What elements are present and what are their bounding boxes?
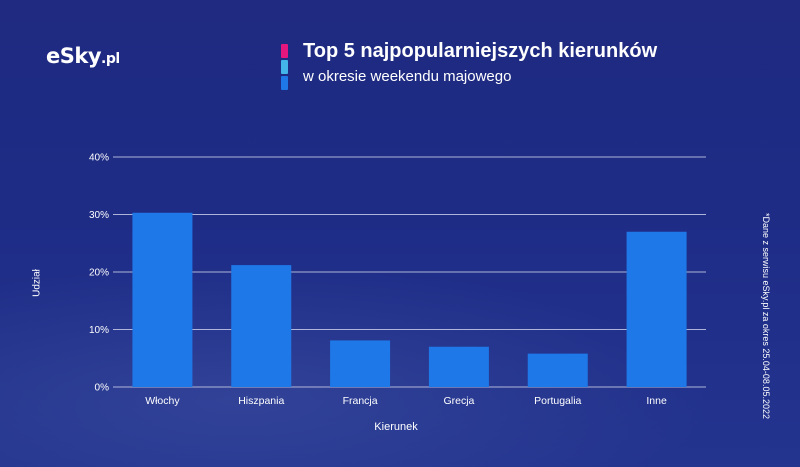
logo-suffix: .pl [101,51,120,67]
bar [231,265,292,387]
x-tick-label: Francja [343,395,378,407]
chart-subtitle: w okresie weekendu majowego [303,68,512,85]
x-tick-label: Grecja [443,395,474,407]
y-tick-label: 10% [89,325,109,336]
bar [527,353,588,387]
x-axis-label: Kierunek [374,421,418,433]
x-tick-label: Hiszpania [238,395,284,407]
y-tick-label: 40% [89,153,109,164]
bar [626,231,687,387]
accent-bar-light-blue [281,60,288,74]
x-tick-label: Portugalia [534,395,581,407]
bar [132,212,193,387]
title-accent-bars [281,44,288,92]
x-tick-label: Inne [646,395,667,407]
accent-bar-pink [281,44,288,58]
data-source-footnote: *Dane z serwisu eSky.pl za okres 25.04-0… [761,213,771,419]
chart-title: Top 5 najpopularniejszych kierunków [303,40,658,62]
y-tick-label: 0% [95,383,110,394]
x-tick-label: Włochy [145,395,180,407]
accent-bar-blue [281,76,288,90]
y-tick-label: 20% [89,268,109,279]
bar [330,340,391,387]
bar [428,346,489,387]
y-axis-label: Udział [31,269,43,297]
esky-logo: eSky.pl [46,44,120,68]
logo-main: eSky [46,44,102,68]
y-tick-label: 30% [89,210,109,221]
